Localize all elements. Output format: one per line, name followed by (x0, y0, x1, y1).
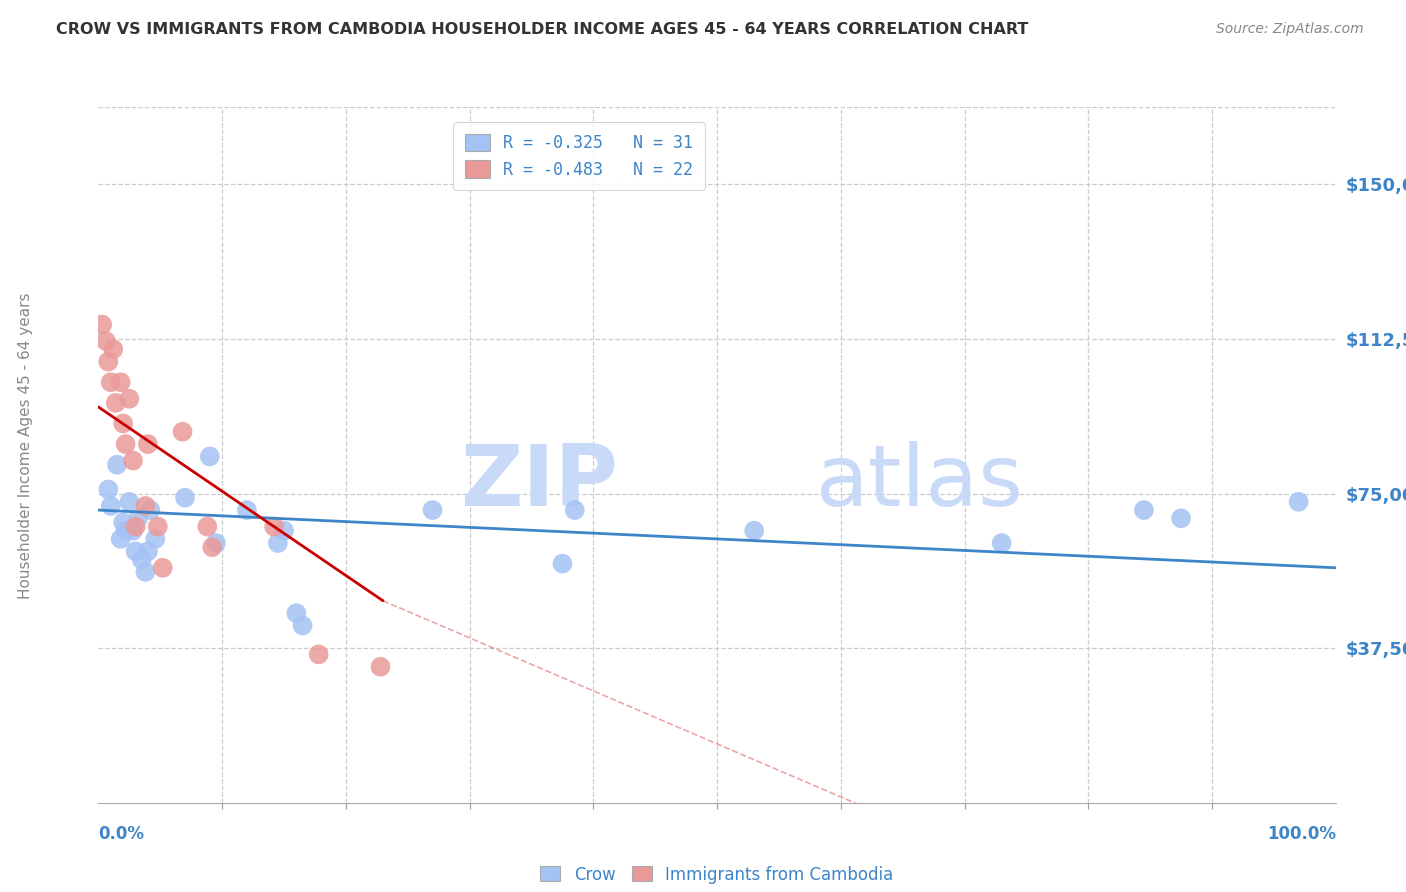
Point (172, 425, 194, 439)
Point (124, 519, 146, 533)
Point (105, 458, 128, 472)
Legend: Crow, Immigrants from Cambodia: Crow, Immigrants from Cambodia (531, 857, 903, 892)
Point (104, 396, 127, 410)
Point (1133, 503, 1156, 517)
Text: Householder Income Ages 45 - 64 years: Householder Income Ages 45 - 64 years (18, 293, 32, 599)
Point (118, 495, 141, 509)
Point (118, 392, 141, 406)
Point (122, 453, 145, 467)
Point (110, 532, 132, 546)
Point (97, 483, 120, 497)
Point (127, 511, 149, 525)
Point (1288, 495, 1310, 509)
Point (174, 491, 197, 505)
Point (195, 519, 218, 533)
Point (114, 524, 136, 538)
Point (263, 519, 285, 533)
Point (94, 334, 117, 348)
Point (201, 540, 224, 554)
Text: 0.0%: 0.0% (98, 825, 145, 843)
Point (97, 354, 120, 368)
Point (100, 376, 122, 390)
Point (370, 659, 392, 673)
Text: ZIP: ZIP (460, 442, 619, 524)
Point (564, 503, 586, 517)
Point (152, 561, 174, 575)
Text: Source: ZipAtlas.com: Source: ZipAtlas.com (1216, 22, 1364, 37)
Point (136, 544, 159, 558)
Point (91, 318, 114, 332)
Point (308, 648, 330, 662)
Point (139, 503, 162, 517)
Point (551, 557, 574, 571)
Point (103, 343, 125, 357)
Point (422, 503, 444, 517)
Point (742, 524, 765, 538)
Point (122, 524, 145, 538)
Point (291, 618, 314, 632)
Point (146, 519, 169, 533)
Point (112, 417, 135, 431)
Point (131, 552, 153, 566)
Point (285, 606, 308, 620)
Point (205, 536, 228, 550)
Point (236, 503, 259, 517)
Point (110, 376, 132, 390)
Point (114, 437, 136, 451)
Point (198, 450, 221, 464)
Point (143, 532, 166, 546)
Point (990, 536, 1012, 550)
Point (112, 516, 135, 530)
Point (136, 437, 159, 451)
Point (124, 544, 146, 558)
Text: atlas: atlas (815, 442, 1024, 524)
Point (134, 565, 156, 579)
Text: CROW VS IMMIGRANTS FROM CAMBODIA HOUSEHOLDER INCOME AGES 45 - 64 YEARS CORRELATI: CROW VS IMMIGRANTS FROM CAMBODIA HOUSEHO… (56, 22, 1029, 37)
Point (1170, 511, 1192, 525)
Point (134, 499, 156, 513)
Point (267, 536, 290, 550)
Text: 100.0%: 100.0% (1267, 825, 1336, 843)
Point (273, 524, 295, 538)
Point (100, 499, 122, 513)
